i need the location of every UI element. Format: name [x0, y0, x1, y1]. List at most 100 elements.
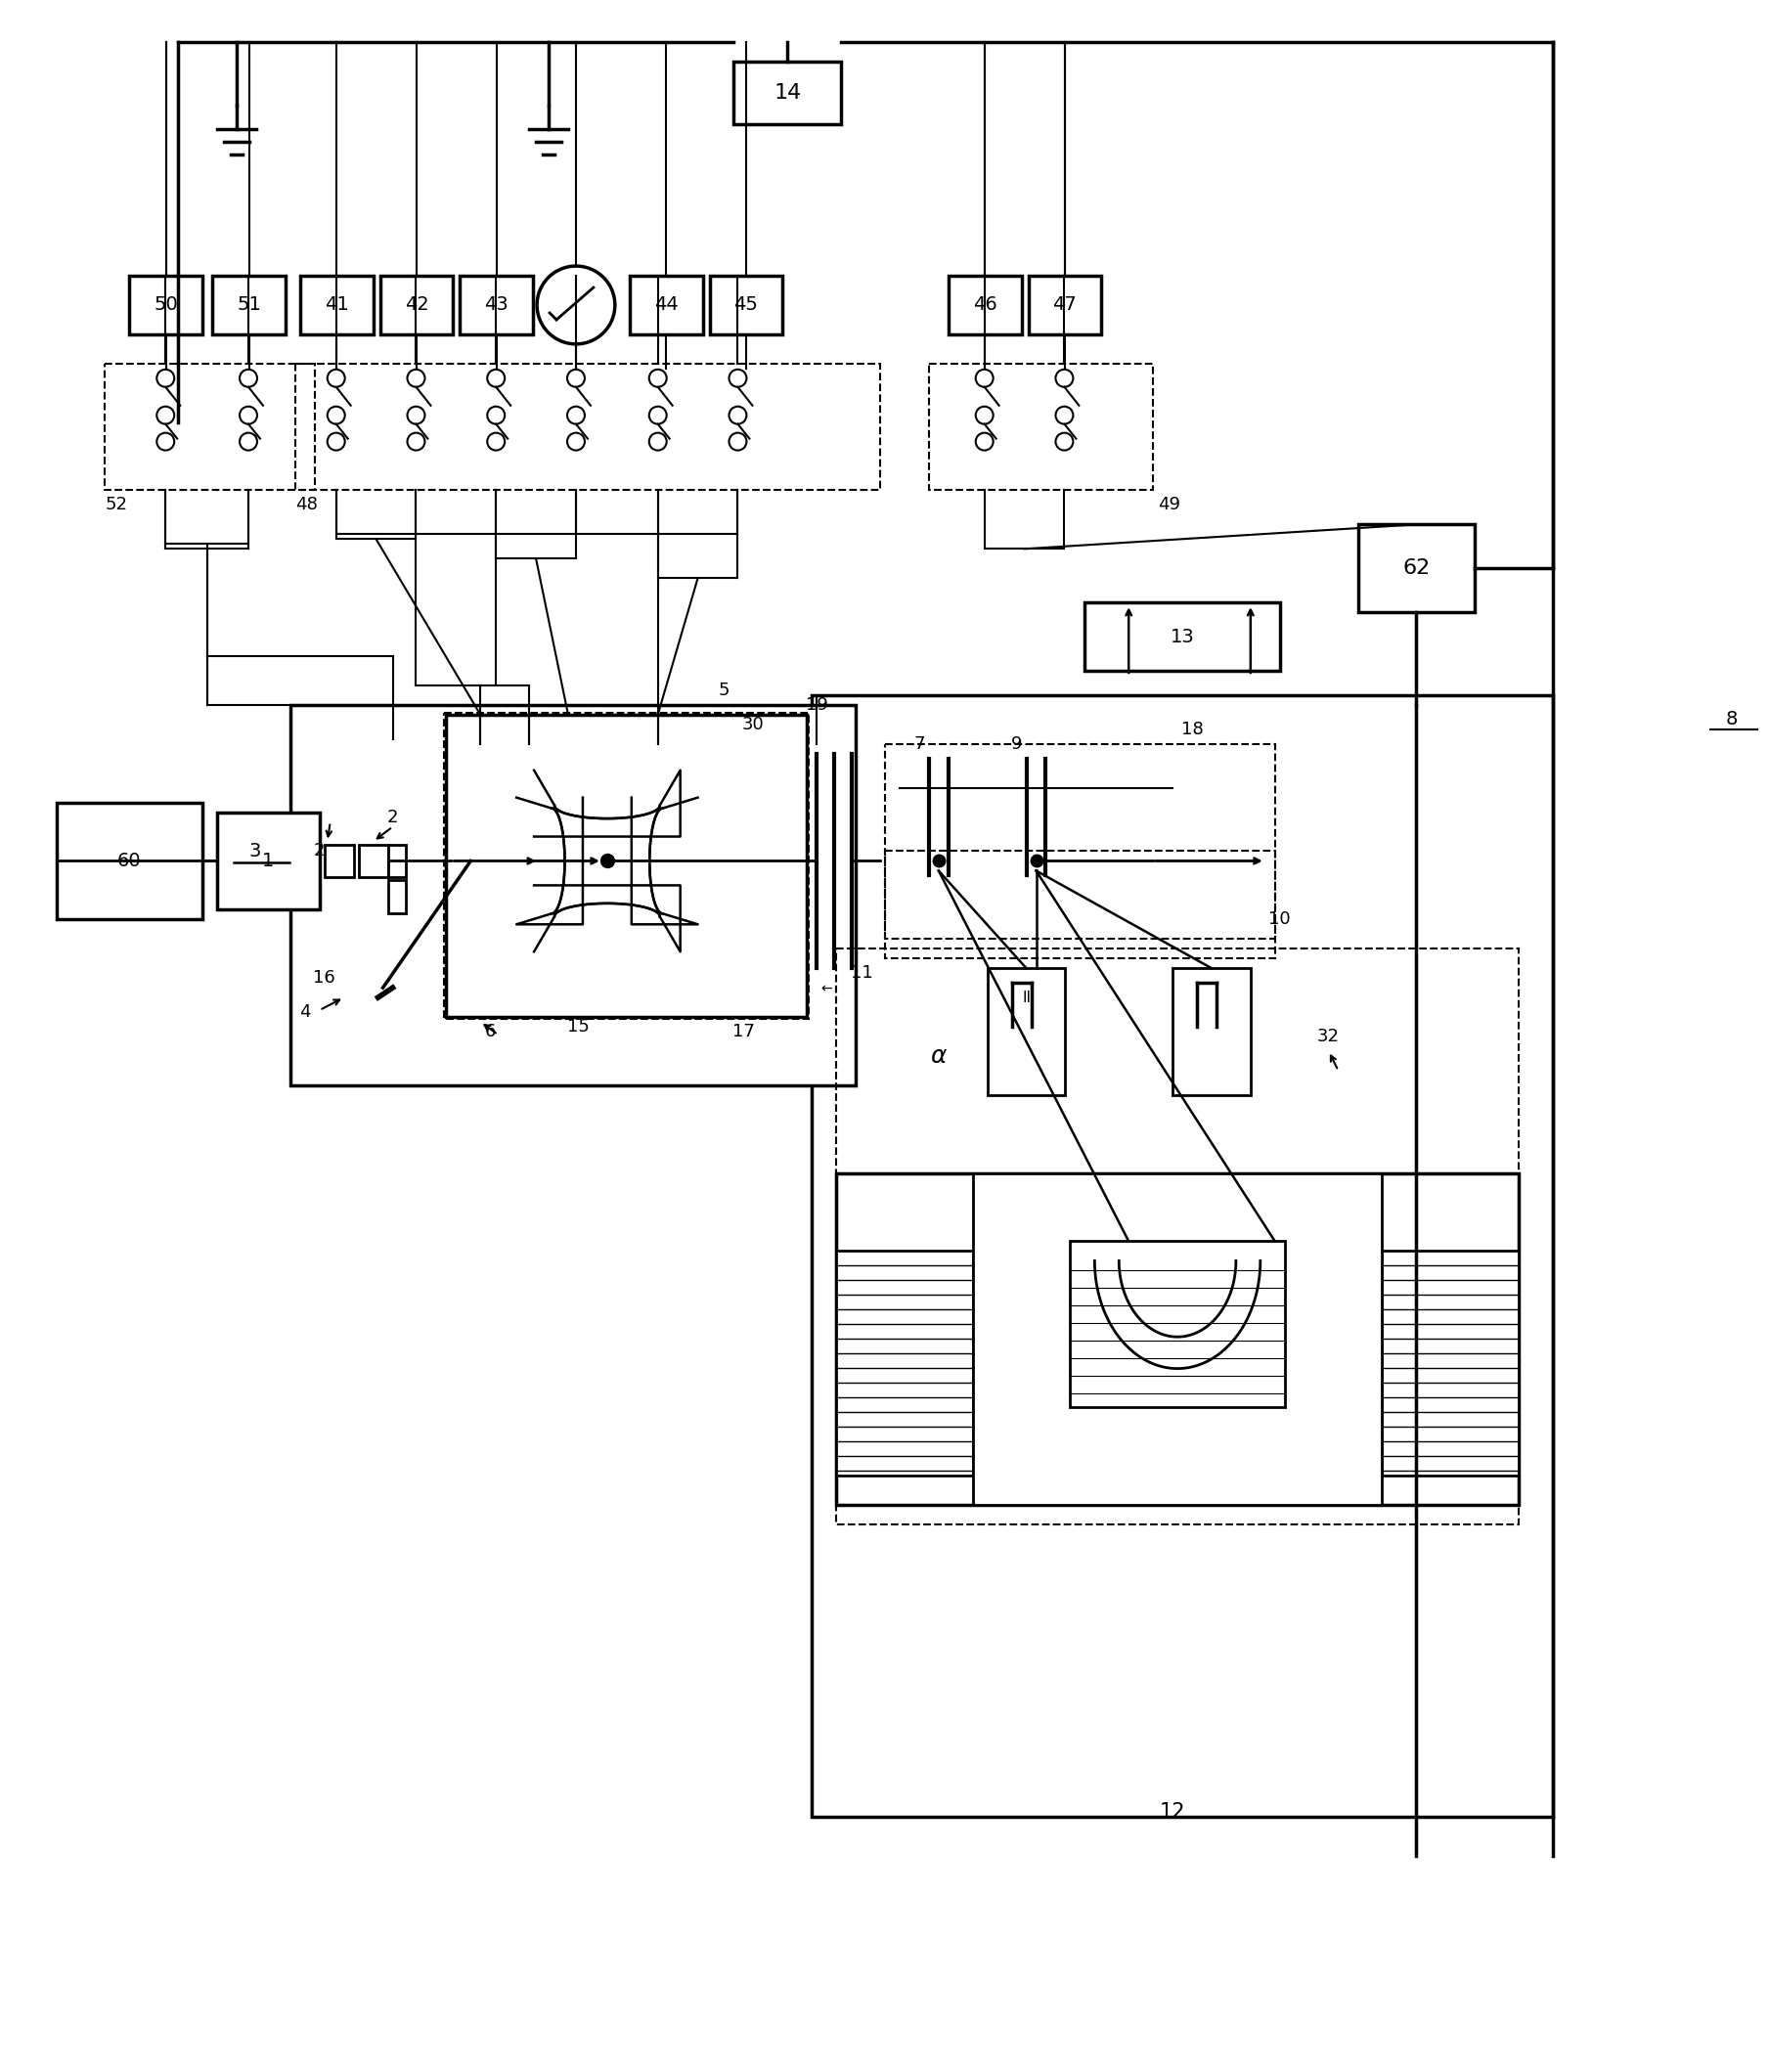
Bar [987, 968, 1065, 1094]
Text: 32: 32 [1318, 1028, 1339, 1044]
Bar [444, 713, 808, 1019]
Circle shape [729, 406, 747, 425]
Bar [301, 276, 373, 334]
Text: 46: 46 [973, 296, 998, 315]
Polygon shape [534, 771, 681, 837]
Text: 2: 2 [387, 808, 398, 827]
Bar [929, 363, 1153, 491]
Circle shape [486, 406, 504, 425]
Circle shape [729, 369, 747, 387]
Text: 52: 52 [104, 495, 127, 514]
Bar [837, 1173, 1518, 1504]
Bar [1359, 524, 1475, 611]
Text: 14: 14 [773, 83, 801, 104]
Circle shape [729, 433, 747, 450]
Text: 42: 42 [405, 296, 428, 315]
Circle shape [649, 369, 667, 387]
Text: 3: 3 [249, 841, 262, 860]
Circle shape [157, 433, 175, 450]
Bar [948, 276, 1021, 334]
Bar [812, 694, 1553, 1817]
Bar [218, 812, 320, 910]
Circle shape [407, 433, 425, 450]
Text: 9: 9 [1010, 736, 1022, 752]
Text: 50: 50 [154, 296, 179, 315]
Circle shape [327, 369, 345, 387]
Text: 41: 41 [324, 296, 348, 315]
Text: 11: 11 [851, 963, 874, 982]
Text: $\leftarrow$: $\leftarrow$ [819, 980, 835, 995]
Text: 7: 7 [913, 736, 925, 752]
Text: 17: 17 [732, 1024, 755, 1040]
Text: 16: 16 [313, 970, 336, 986]
Bar [212, 276, 285, 334]
Polygon shape [534, 885, 681, 951]
Text: 12: 12 [1160, 1803, 1185, 1821]
Text: 18: 18 [1182, 721, 1203, 738]
Circle shape [976, 433, 992, 450]
Circle shape [976, 369, 992, 387]
Bar [1028, 276, 1102, 334]
Circle shape [407, 369, 425, 387]
Bar [734, 62, 840, 124]
Bar [380, 276, 453, 334]
Bar [290, 704, 856, 1086]
Text: 13: 13 [1171, 628, 1194, 646]
Circle shape [568, 433, 586, 450]
Bar [387, 845, 405, 879]
Bar [460, 276, 532, 334]
Bar [1173, 968, 1251, 1094]
Text: 47: 47 [1053, 296, 1077, 315]
Bar [387, 881, 405, 914]
Text: 8: 8 [1727, 711, 1737, 729]
Bar [837, 949, 1518, 1525]
Text: 60: 60 [117, 852, 142, 870]
Circle shape [327, 433, 345, 450]
Bar [295, 363, 881, 491]
Bar [973, 1173, 1382, 1504]
Circle shape [157, 406, 175, 425]
Polygon shape [632, 798, 697, 924]
Bar [324, 845, 354, 879]
Circle shape [239, 369, 257, 387]
Bar [446, 715, 807, 1017]
Text: 2: 2 [313, 843, 325, 860]
Text: 43: 43 [485, 296, 509, 315]
Text: 62: 62 [1403, 559, 1429, 578]
Circle shape [486, 369, 504, 387]
Bar [709, 276, 782, 334]
Text: II: II [1022, 990, 1031, 1005]
Circle shape [1056, 433, 1074, 450]
Text: 45: 45 [734, 296, 759, 315]
Text: 1: 1 [262, 852, 274, 870]
Circle shape [1056, 406, 1074, 425]
Circle shape [1056, 369, 1074, 387]
Text: 6: 6 [485, 1024, 495, 1040]
Text: 48: 48 [295, 495, 318, 514]
Circle shape [327, 406, 345, 425]
Text: 44: 44 [655, 296, 678, 315]
Bar [1382, 1251, 1518, 1475]
Text: 4: 4 [299, 1003, 311, 1021]
Bar [1084, 603, 1279, 671]
Circle shape [239, 433, 257, 450]
Circle shape [568, 406, 586, 425]
Bar [359, 845, 387, 879]
Circle shape [486, 433, 504, 450]
Bar [104, 363, 315, 491]
Bar [129, 276, 203, 334]
Circle shape [157, 369, 175, 387]
Text: 10: 10 [1268, 912, 1291, 928]
Bar [1070, 1241, 1284, 1407]
Text: $\alpha$: $\alpha$ [930, 1044, 948, 1067]
Text: 19: 19 [805, 696, 828, 713]
Bar [630, 276, 702, 334]
Bar [884, 744, 1275, 939]
Circle shape [568, 369, 586, 387]
Circle shape [538, 265, 616, 344]
Circle shape [649, 433, 667, 450]
Bar [884, 852, 1275, 959]
Text: 49: 49 [1159, 495, 1180, 514]
Bar [57, 802, 203, 920]
Text: 5: 5 [718, 682, 731, 698]
